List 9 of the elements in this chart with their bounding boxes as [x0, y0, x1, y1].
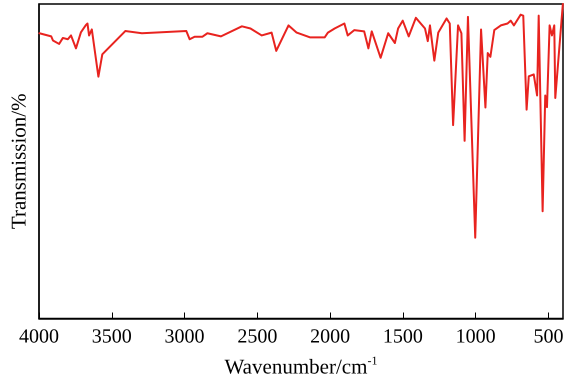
x-tick-label: 3500: [92, 326, 132, 348]
x-tick-label: 1500: [382, 326, 423, 348]
x-tick-label: 4000: [19, 326, 59, 348]
x-tick-label: 2500: [237, 326, 278, 348]
y-axis-title: Transmission/%: [6, 93, 30, 230]
x-tick-label: 500: [533, 326, 564, 348]
x-tick-label: 1000: [456, 326, 496, 348]
x-tick-label: 2000: [310, 326, 350, 348]
x-tick-label: 3000: [164, 326, 205, 348]
